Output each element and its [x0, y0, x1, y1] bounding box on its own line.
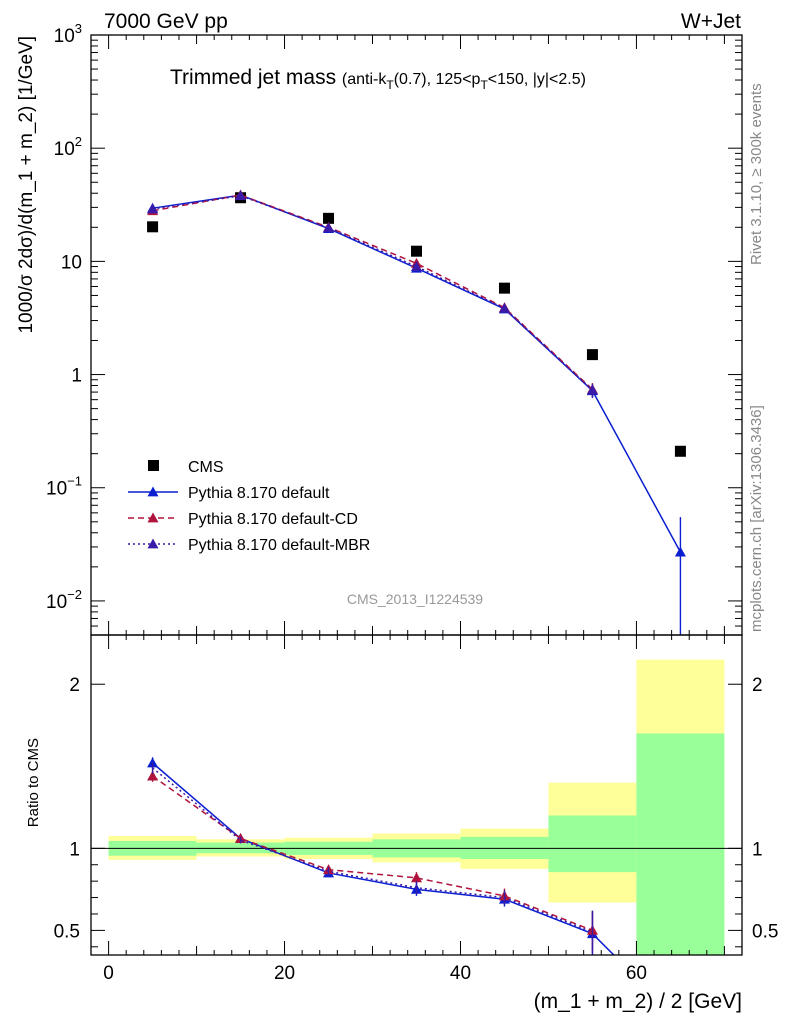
- axis-ticks: [91, 35, 742, 955]
- series-marker: [674, 546, 686, 557]
- legend-marker: [147, 538, 159, 549]
- series-marker: [586, 384, 598, 395]
- legend-label: CMS: [188, 459, 224, 476]
- ratio-y-tick-label-left: 0.5: [54, 921, 80, 942]
- series-marker: [323, 222, 335, 233]
- cms-data-point: [411, 245, 422, 257]
- series-line-dashed: [152, 194, 593, 390]
- legend-label: Pythia 8.170 default: [188, 485, 330, 502]
- plot-title: Trimmed jet mass (anti-kT(0.7), 125<pT<1…: [170, 66, 586, 92]
- series-marker: [498, 302, 510, 313]
- ratio-marker: [411, 872, 422, 883]
- main-series-group: [147, 189, 686, 635]
- x-tick-label: 60: [626, 963, 647, 984]
- ratio-marker: [147, 770, 159, 781]
- x-axis-label: (m_1 + m_2) / 2 [GeV]: [534, 990, 742, 1013]
- series-line-dotted: [152, 194, 593, 391]
- rivet-label: Rivet 3.1.10, ≥ 300k events: [748, 83, 765, 265]
- y-tick-label: 1: [71, 366, 82, 387]
- y-tick-label: 10−2: [46, 587, 82, 613]
- ratio-band-green: [548, 815, 637, 873]
- y-tick-label: 10−1: [46, 474, 82, 500]
- legend-marker: [147, 512, 159, 523]
- x-tick-label: 40: [450, 963, 471, 984]
- ratio-y-tick-label-right: 0.5: [752, 921, 778, 942]
- legend-label: Pythia 8.170 default-CD: [188, 511, 358, 528]
- x-tick-label: 20: [274, 963, 295, 984]
- x-tick-label: 0: [103, 963, 114, 984]
- ratio-bands: [108, 659, 725, 955]
- ratio-plot-frame: [90, 634, 743, 956]
- ratio-y-tick-label-left: 1: [69, 839, 80, 860]
- legend-marker: [147, 486, 159, 497]
- legend-marker-cms: [148, 460, 159, 471]
- ratio-line-dashed: [152, 775, 593, 932]
- main-y-axis-label: 1000/σ 2dσ)/d(m_1 + m_2) [1/GeV]: [16, 36, 37, 334]
- y-tick-label: 103: [54, 21, 82, 47]
- series-marker: [147, 203, 159, 214]
- ratio-y-tick-label-right: 2: [752, 675, 763, 696]
- ratio-y-axis-label: Ratio to CMS: [25, 738, 42, 827]
- analysis-watermark: CMS_2013_I1224539: [347, 591, 483, 607]
- header-right-label: W+Jet: [681, 10, 741, 33]
- ratio-series-group: [147, 757, 615, 955]
- legend: CMS Pythia 8.170 default Pythia 8.170 defa…: [128, 459, 370, 554]
- cms-data-point: [586, 349, 598, 361]
- ratio-line-dotted: [152, 767, 593, 933]
- header-left-label: 7000 GeV pp: [104, 10, 228, 33]
- mcplots-label: mcplots.cern.ch [arXiv:1306.3436]: [748, 405, 765, 632]
- plot-title-detail: (anti-kT(0.7), 125<pT<150, |y|<2.5): [342, 71, 586, 92]
- plot-title-main: Trimmed jet mass: [170, 66, 336, 89]
- cms-data-point: [674, 445, 686, 457]
- cms-data-point: [498, 282, 510, 294]
- ratio-y-tick-label-left: 2: [69, 675, 80, 696]
- ratio-y-tick-label-right: 1: [752, 839, 763, 860]
- series-marker: [235, 190, 247, 201]
- cms-data-point: [147, 221, 159, 233]
- y-tick-label: 102: [54, 134, 82, 160]
- ratio-band-green: [636, 733, 725, 955]
- cms-data-point: [323, 212, 335, 224]
- y-tick-label: 10: [61, 252, 82, 273]
- series-marker: [411, 261, 422, 271]
- legend-label: Pythia 8.170 default-MBR: [188, 537, 370, 554]
- axis-tick-labels: 0 20 40 60 10−2 10−1 1 10 102 103 0.5 0.5 1 1 2 2: [46, 21, 778, 984]
